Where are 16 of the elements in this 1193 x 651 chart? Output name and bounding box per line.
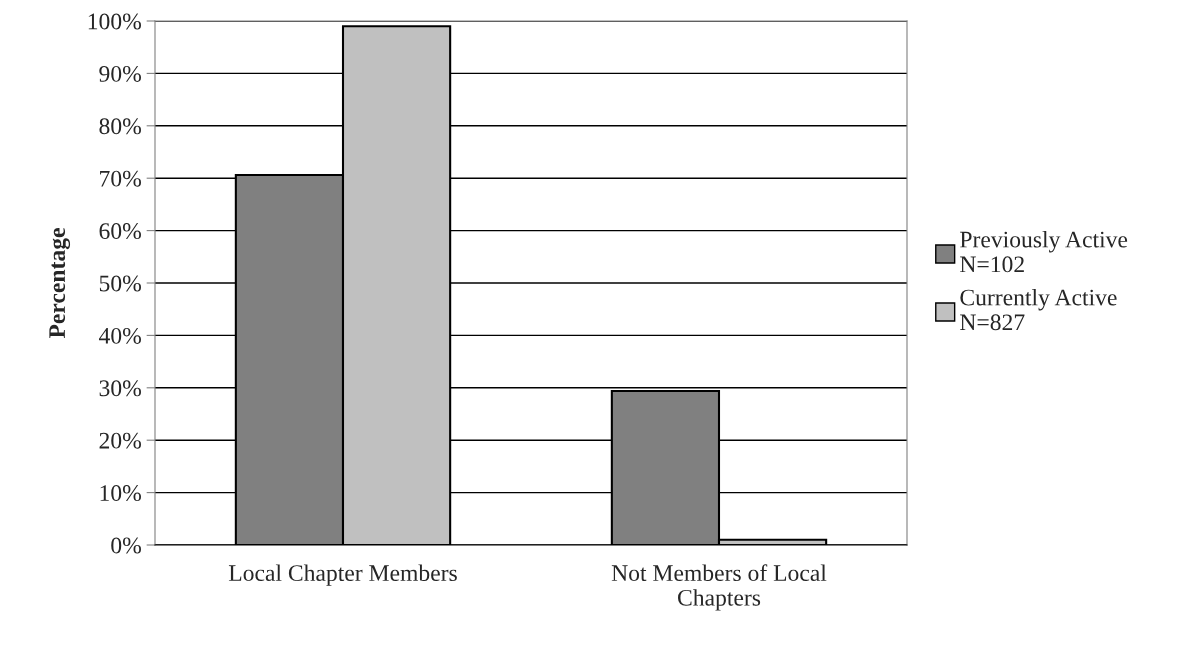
x-tick-label: Not Members of Local Chapters — [611, 564, 827, 611]
legend-label: Previously Active N=102 — [960, 230, 1128, 273]
y-tick-label: 50% — [99, 275, 141, 292]
x-tick-label: Local Chapter Members — [228, 564, 457, 586]
y-tick-label: 30% — [99, 380, 141, 397]
y-tick-label: 80% — [99, 118, 141, 135]
legend-label: Currently Active N=827 — [960, 288, 1117, 331]
y-tick-label: 20% — [99, 432, 141, 449]
y-tick-label: 40% — [98, 327, 141, 344]
y-axis-title: Percentage — [49, 228, 71, 339]
y-tick-label: 100% — [88, 13, 141, 30]
y-tick-label: 0% — [111, 537, 141, 554]
y-tick-label: 60% — [99, 223, 141, 240]
y-tick-label: 90% — [99, 65, 141, 82]
y-tick-label: 10% — [100, 485, 141, 502]
y-tick-label: 70% — [100, 170, 141, 187]
